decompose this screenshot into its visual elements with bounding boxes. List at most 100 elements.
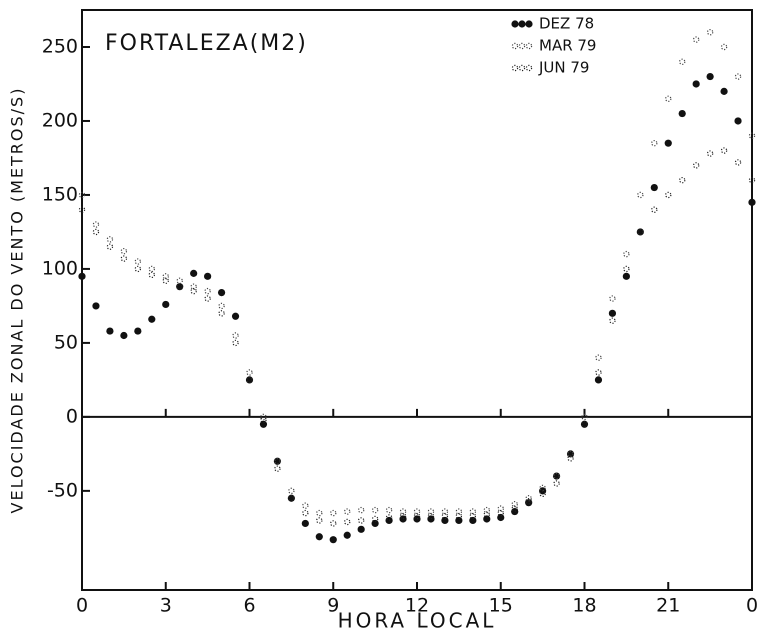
legend-marker xyxy=(511,20,519,28)
data-point xyxy=(734,73,742,80)
data-point xyxy=(608,309,617,317)
x-tick-label: 12 xyxy=(405,595,429,617)
legend-marker xyxy=(518,42,526,50)
data-point xyxy=(92,302,100,310)
data-point xyxy=(706,72,714,81)
data-point xyxy=(232,332,239,339)
data-point xyxy=(679,176,686,184)
legend-label: DEZ 78 xyxy=(539,15,594,33)
x-tick-label: 15 xyxy=(489,595,513,617)
data-point xyxy=(134,265,142,273)
data-point xyxy=(120,331,128,340)
data-point xyxy=(176,283,183,290)
data-point xyxy=(106,243,114,250)
data-point xyxy=(511,500,518,508)
data-point xyxy=(204,272,212,280)
data-point xyxy=(246,376,253,384)
data-point xyxy=(469,516,477,525)
x-tick-label: 18 xyxy=(572,595,596,617)
data-point xyxy=(399,508,407,515)
y-tick-label: 250 xyxy=(42,35,78,57)
data-point xyxy=(664,139,672,147)
data-point xyxy=(497,509,504,517)
data-point xyxy=(748,176,756,184)
data-point xyxy=(609,295,616,302)
data-point xyxy=(330,509,337,517)
data-point xyxy=(204,295,211,302)
data-point xyxy=(469,508,477,515)
data-point xyxy=(595,354,602,361)
data-point xyxy=(706,150,714,157)
data-point xyxy=(385,514,393,521)
data-point xyxy=(651,139,658,147)
data-point xyxy=(734,117,742,125)
legend-marker xyxy=(511,42,519,50)
data-point xyxy=(692,36,700,43)
x-tick-label: 0 xyxy=(746,595,758,617)
data-point xyxy=(483,511,490,518)
data-point xyxy=(455,512,463,520)
data-point xyxy=(288,495,295,502)
data-point xyxy=(190,269,198,277)
chart-title: FORTALEZA(M2) xyxy=(105,31,308,56)
y-tick-label: 200 xyxy=(42,109,78,131)
y-tick-label: -50 xyxy=(47,479,78,501)
data-point xyxy=(120,255,128,262)
data-point xyxy=(399,512,407,520)
data-point xyxy=(413,512,421,520)
data-point xyxy=(316,509,323,517)
data-point xyxy=(609,317,616,324)
data-point xyxy=(106,327,114,335)
data-point xyxy=(622,272,630,280)
data-point xyxy=(371,515,379,523)
data-point xyxy=(148,265,155,273)
x-axis-label: HORA LOCAL xyxy=(338,609,497,633)
data-point xyxy=(665,95,672,102)
data-point xyxy=(748,132,756,139)
data-point xyxy=(302,502,309,509)
data-point xyxy=(162,277,169,284)
data-point xyxy=(427,512,435,520)
data-point xyxy=(553,472,560,480)
data-point xyxy=(692,162,700,169)
data-point xyxy=(190,283,197,290)
data-point xyxy=(260,413,267,421)
data-point xyxy=(190,287,197,295)
x-tick-label: 6 xyxy=(243,595,255,617)
data-point xyxy=(650,183,658,192)
data-point xyxy=(511,505,518,512)
data-point xyxy=(469,512,477,520)
data-point xyxy=(441,512,449,520)
y-axis-label: VELOCIDADE ZONAL DO VENTO (METROS/S) xyxy=(8,87,27,514)
legend-marker xyxy=(518,64,526,72)
data-point xyxy=(679,58,686,65)
data-point xyxy=(385,506,393,514)
data-point xyxy=(483,506,490,514)
data-point xyxy=(497,513,505,522)
data-point xyxy=(371,519,379,528)
data-point xyxy=(232,339,239,347)
data-point xyxy=(246,369,253,376)
data-point xyxy=(357,517,365,524)
data-point xyxy=(427,508,435,515)
data-point xyxy=(665,191,672,199)
plot-frame xyxy=(81,9,753,591)
data-point xyxy=(553,480,560,487)
legend-marker xyxy=(511,64,519,72)
legend-marker xyxy=(525,64,533,72)
data-point xyxy=(260,416,267,424)
data-point xyxy=(92,228,100,236)
data-point xyxy=(162,273,169,280)
data-point xyxy=(259,420,268,428)
data-point xyxy=(637,191,644,199)
data-point xyxy=(539,490,546,498)
legend-label: JUN 79 xyxy=(538,59,589,77)
y-tick-label: 0 xyxy=(66,405,78,427)
y-tick-label: 50 xyxy=(54,331,78,353)
data-point xyxy=(78,206,86,213)
legend-label: MAR 79 xyxy=(539,37,596,55)
data-point xyxy=(413,508,421,515)
data-point xyxy=(623,265,630,273)
data-point xyxy=(302,509,309,517)
